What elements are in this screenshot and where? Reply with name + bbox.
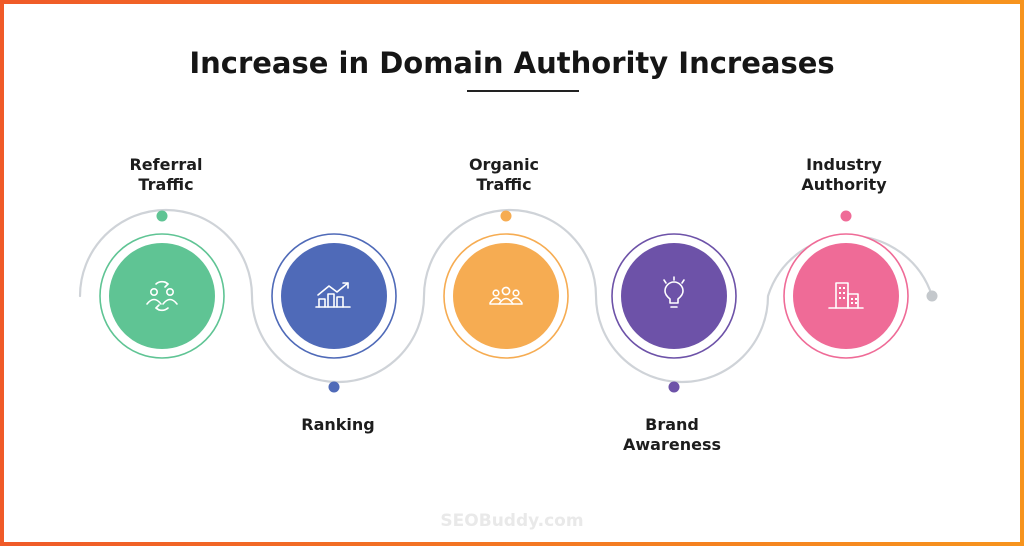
page-title: Increase in Domain Authority Increases (189, 46, 835, 80)
lightbulb-icon (663, 276, 685, 308)
step-marker-dot (328, 381, 340, 393)
step-diagram (78, 208, 938, 393)
step-label-ranking: Ranking (301, 415, 375, 434)
step-circle (793, 243, 899, 349)
title-underline (467, 90, 579, 92)
step-node-2 (443, 210, 569, 359)
referral-icon (146, 280, 178, 312)
step-node-3 (611, 233, 737, 393)
bar-chart-icon (315, 282, 351, 308)
step-node-0 (99, 210, 225, 359)
step-node-4 (783, 210, 909, 359)
step-circle (621, 243, 727, 349)
step-node-1 (271, 233, 397, 393)
step-marker-dot (668, 381, 680, 393)
buildings-icon (828, 282, 864, 309)
watermark: SEOBuddy.com (440, 511, 584, 531)
step-marker-dot (840, 210, 852, 222)
step-label-brand-awareness: Brand Awareness (623, 415, 721, 454)
step-circle (109, 243, 215, 349)
step-marker-dot (156, 210, 168, 222)
track-end-dot (926, 290, 938, 302)
people-group-icon (489, 286, 523, 305)
connector-track (78, 208, 934, 384)
step-label-organic-traffic: Organic Traffic (468, 155, 540, 194)
step-marker-dot (500, 210, 512, 222)
step-circle (453, 243, 559, 349)
step-label-referral-traffic: Referral Traffic (129, 155, 203, 194)
step-label-industry-authority: Industry Authority (801, 155, 887, 194)
